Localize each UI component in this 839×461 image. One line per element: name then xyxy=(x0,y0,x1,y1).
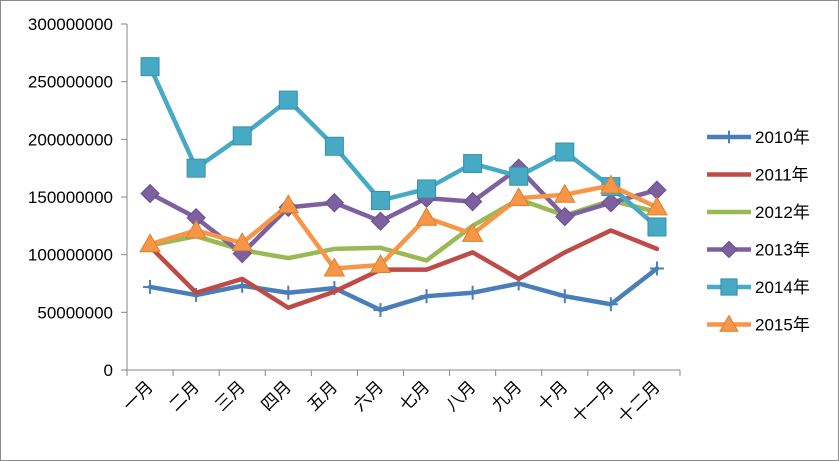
plus-marker xyxy=(465,285,480,300)
y-tick-label: 250000000 xyxy=(28,73,113,92)
legend-label: 2012年 xyxy=(755,203,810,222)
diamond-marker xyxy=(601,193,621,213)
square-marker xyxy=(509,166,529,186)
square-marker xyxy=(417,179,437,199)
triangle-marker xyxy=(139,233,161,253)
legend-item: 2011年 xyxy=(707,166,809,185)
square-marker xyxy=(278,90,298,110)
legend-item: 2010年 xyxy=(707,128,810,147)
plus-marker xyxy=(557,289,572,304)
diamond-marker xyxy=(720,240,738,259)
triangle-marker xyxy=(415,206,438,226)
plus-marker xyxy=(419,289,434,304)
x-tick-label: 十二月 xyxy=(614,377,663,426)
diamond-marker xyxy=(555,206,575,227)
plus-marker xyxy=(373,303,388,318)
square-marker xyxy=(232,126,252,146)
plus-marker xyxy=(281,285,296,300)
triangle-marker xyxy=(600,174,622,194)
plus-marker xyxy=(143,279,158,294)
diamond-marker xyxy=(462,191,483,212)
y-tick-label: 50000000 xyxy=(37,303,113,322)
y-tick-label: 150000000 xyxy=(28,188,113,207)
plus-marker xyxy=(649,261,664,276)
x-tick-label: 七月 xyxy=(396,377,433,414)
legend-label: 2014年 xyxy=(755,278,810,297)
series-4 xyxy=(140,57,667,237)
square-marker xyxy=(324,136,344,156)
x-tick-label: 九月 xyxy=(488,377,525,414)
x-tick-label: 一月 xyxy=(119,377,156,414)
square-marker xyxy=(370,190,390,210)
triangle-marker xyxy=(646,196,668,216)
square-marker xyxy=(463,154,483,174)
legend-label: 2013年 xyxy=(755,241,810,260)
diamond-marker xyxy=(140,183,160,204)
legend-item: 2015年 xyxy=(707,314,810,335)
x-tick-label: 三月 xyxy=(212,377,249,414)
square-marker xyxy=(720,278,738,296)
y-axis: 0 50000000 100000000 150000000 200000000 2500… xyxy=(28,15,128,380)
triangle-marker xyxy=(507,187,530,207)
y-tick-label: 0 xyxy=(104,361,113,380)
triangle-marker xyxy=(185,219,207,239)
legend-label: 2011年 xyxy=(755,166,809,185)
legend-label: 2010年 xyxy=(755,128,810,147)
series-line xyxy=(147,64,660,230)
legend-item: 2014年 xyxy=(707,278,810,297)
series-line xyxy=(147,228,660,310)
triangle-marker xyxy=(719,314,739,332)
x-tick-label: 十一月 xyxy=(568,377,617,426)
plus-marker xyxy=(603,297,618,312)
series-1 xyxy=(147,228,660,310)
y-tick-label: 300000000 xyxy=(28,15,113,34)
square-marker xyxy=(140,57,160,77)
series-5 xyxy=(139,174,668,277)
triangle-marker xyxy=(231,232,254,252)
x-tick-label: 八月 xyxy=(442,377,479,414)
legend: 2010年 2011年 2012年 2013年 2014年 2015年 xyxy=(707,128,810,335)
series-3 xyxy=(140,158,667,264)
x-tick-label: 十月 xyxy=(534,377,571,414)
legend-item: 2013年 xyxy=(707,241,810,260)
triangle-marker xyxy=(461,222,484,242)
x-tick-label: 六月 xyxy=(350,377,387,414)
legend-label: 2015年 xyxy=(755,316,810,335)
triangle-marker xyxy=(553,183,576,203)
x-tick-label: 五月 xyxy=(304,377,341,414)
triangle-marker xyxy=(277,194,300,214)
triangle-marker xyxy=(323,257,346,277)
diamond-marker xyxy=(324,193,345,213)
series-0 xyxy=(143,261,664,318)
diamond-marker xyxy=(370,211,391,231)
square-marker xyxy=(186,158,206,178)
square-marker xyxy=(555,142,575,162)
y-tick-label: 200000000 xyxy=(28,130,113,149)
series-line xyxy=(147,183,660,271)
legend-item: 2012年 xyxy=(707,203,810,222)
series-line xyxy=(147,266,660,313)
x-tick-label: 四月 xyxy=(258,377,295,414)
x-tick-label: 二月 xyxy=(165,377,202,414)
plus-marker xyxy=(722,130,736,144)
square-marker xyxy=(647,217,667,237)
triangle-marker xyxy=(369,254,392,274)
series-lines xyxy=(139,57,668,318)
y-tick-label: 100000000 xyxy=(28,246,113,265)
